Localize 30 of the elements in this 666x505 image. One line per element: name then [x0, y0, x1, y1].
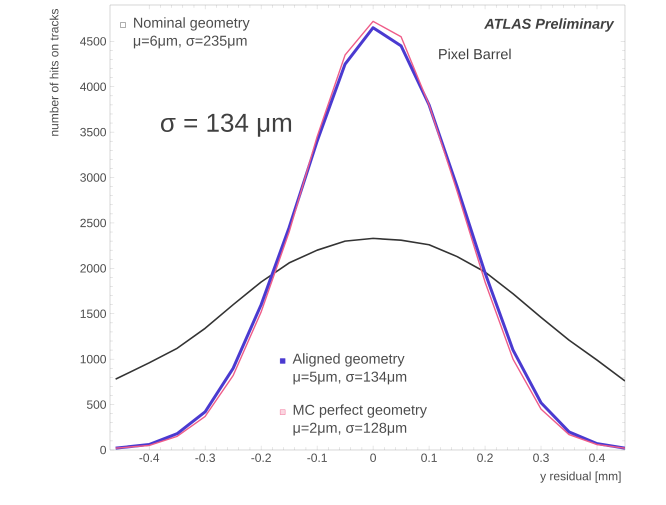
- legend-label: Aligned geometry: [292, 353, 405, 367]
- annotation: μ=5μm, σ=134μm: [294, 372, 406, 384]
- legend-label: MC perfect geometry: [294, 404, 427, 418]
- x-tick-label: -0.1: [307, 454, 327, 462]
- annotation: μ=2μm, σ=128μm: [294, 422, 406, 436]
- annotation: σ = 134 μm: [160, 114, 292, 137]
- x-tick-label: 0.1: [421, 454, 437, 462]
- y-tick-label: 1000: [80, 354, 106, 364]
- y-tick-label: 4000: [80, 82, 106, 91]
- y-tick-label: 500: [86, 400, 106, 409]
- x-tick-label: 0: [370, 454, 376, 462]
- annotation: μ=6μm, σ=235μm: [134, 36, 247, 48]
- y-tick-label: 1500: [80, 310, 106, 318]
- x-tick-label: 0.4: [589, 454, 605, 462]
- x-axis-title: y residual [mm]: [540, 472, 621, 483]
- y-tick-label: 3500: [80, 128, 106, 136]
- y-tick-label: 2000: [80, 264, 106, 273]
- x-tick-label: 0.3: [533, 454, 549, 462]
- x-tick-label: -0.3: [195, 454, 215, 462]
- legend-label: Nominal geometry: [134, 17, 250, 31]
- y-axis-title: number of hits on tracks: [50, 8, 58, 136]
- x-tick-label: 0.2: [477, 454, 493, 462]
- y-tick-label: 3000: [80, 173, 106, 182]
- y-tick-label: 4500: [80, 37, 106, 46]
- y-tick-label: 2500: [80, 218, 106, 228]
- annotation: ATLAS Preliminary: [484, 18, 614, 32]
- y-tick-label: 0: [100, 446, 106, 454]
- x-tick-label: -0.2: [251, 454, 271, 462]
- x-tick-label: -0.4: [139, 454, 160, 462]
- annotation: Pixel Barrel: [439, 48, 511, 60]
